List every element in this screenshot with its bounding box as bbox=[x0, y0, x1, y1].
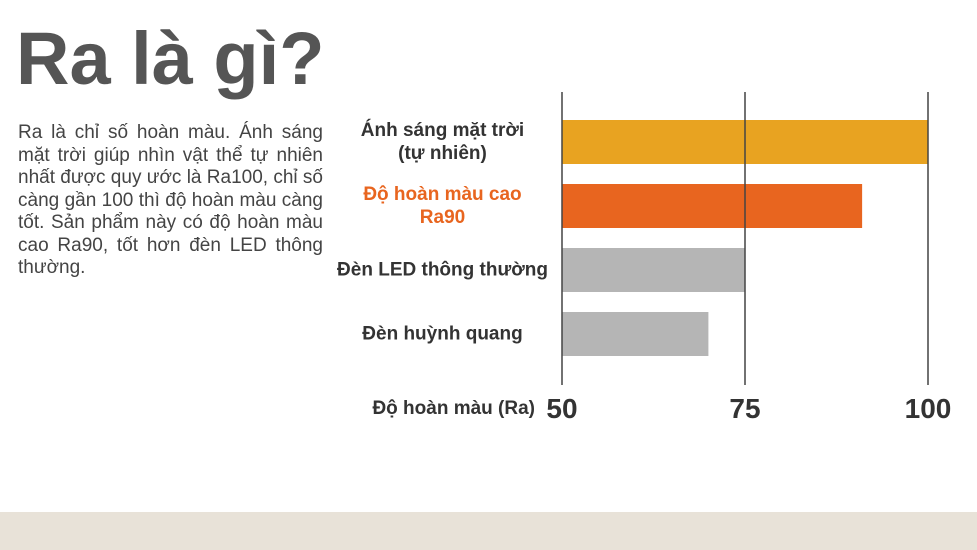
category-label: Đèn LED thông thường bbox=[337, 259, 548, 281]
category-label: Ánh sáng mặt trời (tự nhiên) bbox=[360, 120, 525, 164]
x-tick-label: 100 bbox=[904, 393, 952, 424]
category-label: Độ hoàn màu cao Ra90 bbox=[363, 184, 522, 228]
title: Ra là gì? bbox=[16, 17, 325, 100]
bar bbox=[562, 312, 709, 356]
bar bbox=[562, 248, 745, 292]
bar bbox=[562, 184, 863, 228]
description: Ra là chỉ số hoàn màu. Ánh sáng mặt trời… bbox=[18, 122, 323, 278]
x-axis-label: Độ hoàn màu (Ra) bbox=[372, 398, 535, 419]
x-tick-label: 50 bbox=[546, 393, 578, 424]
footer-band bbox=[0, 512, 977, 550]
x-tick-label: 75 bbox=[729, 393, 761, 424]
category-label: Đèn huỳnh quang bbox=[362, 323, 523, 345]
